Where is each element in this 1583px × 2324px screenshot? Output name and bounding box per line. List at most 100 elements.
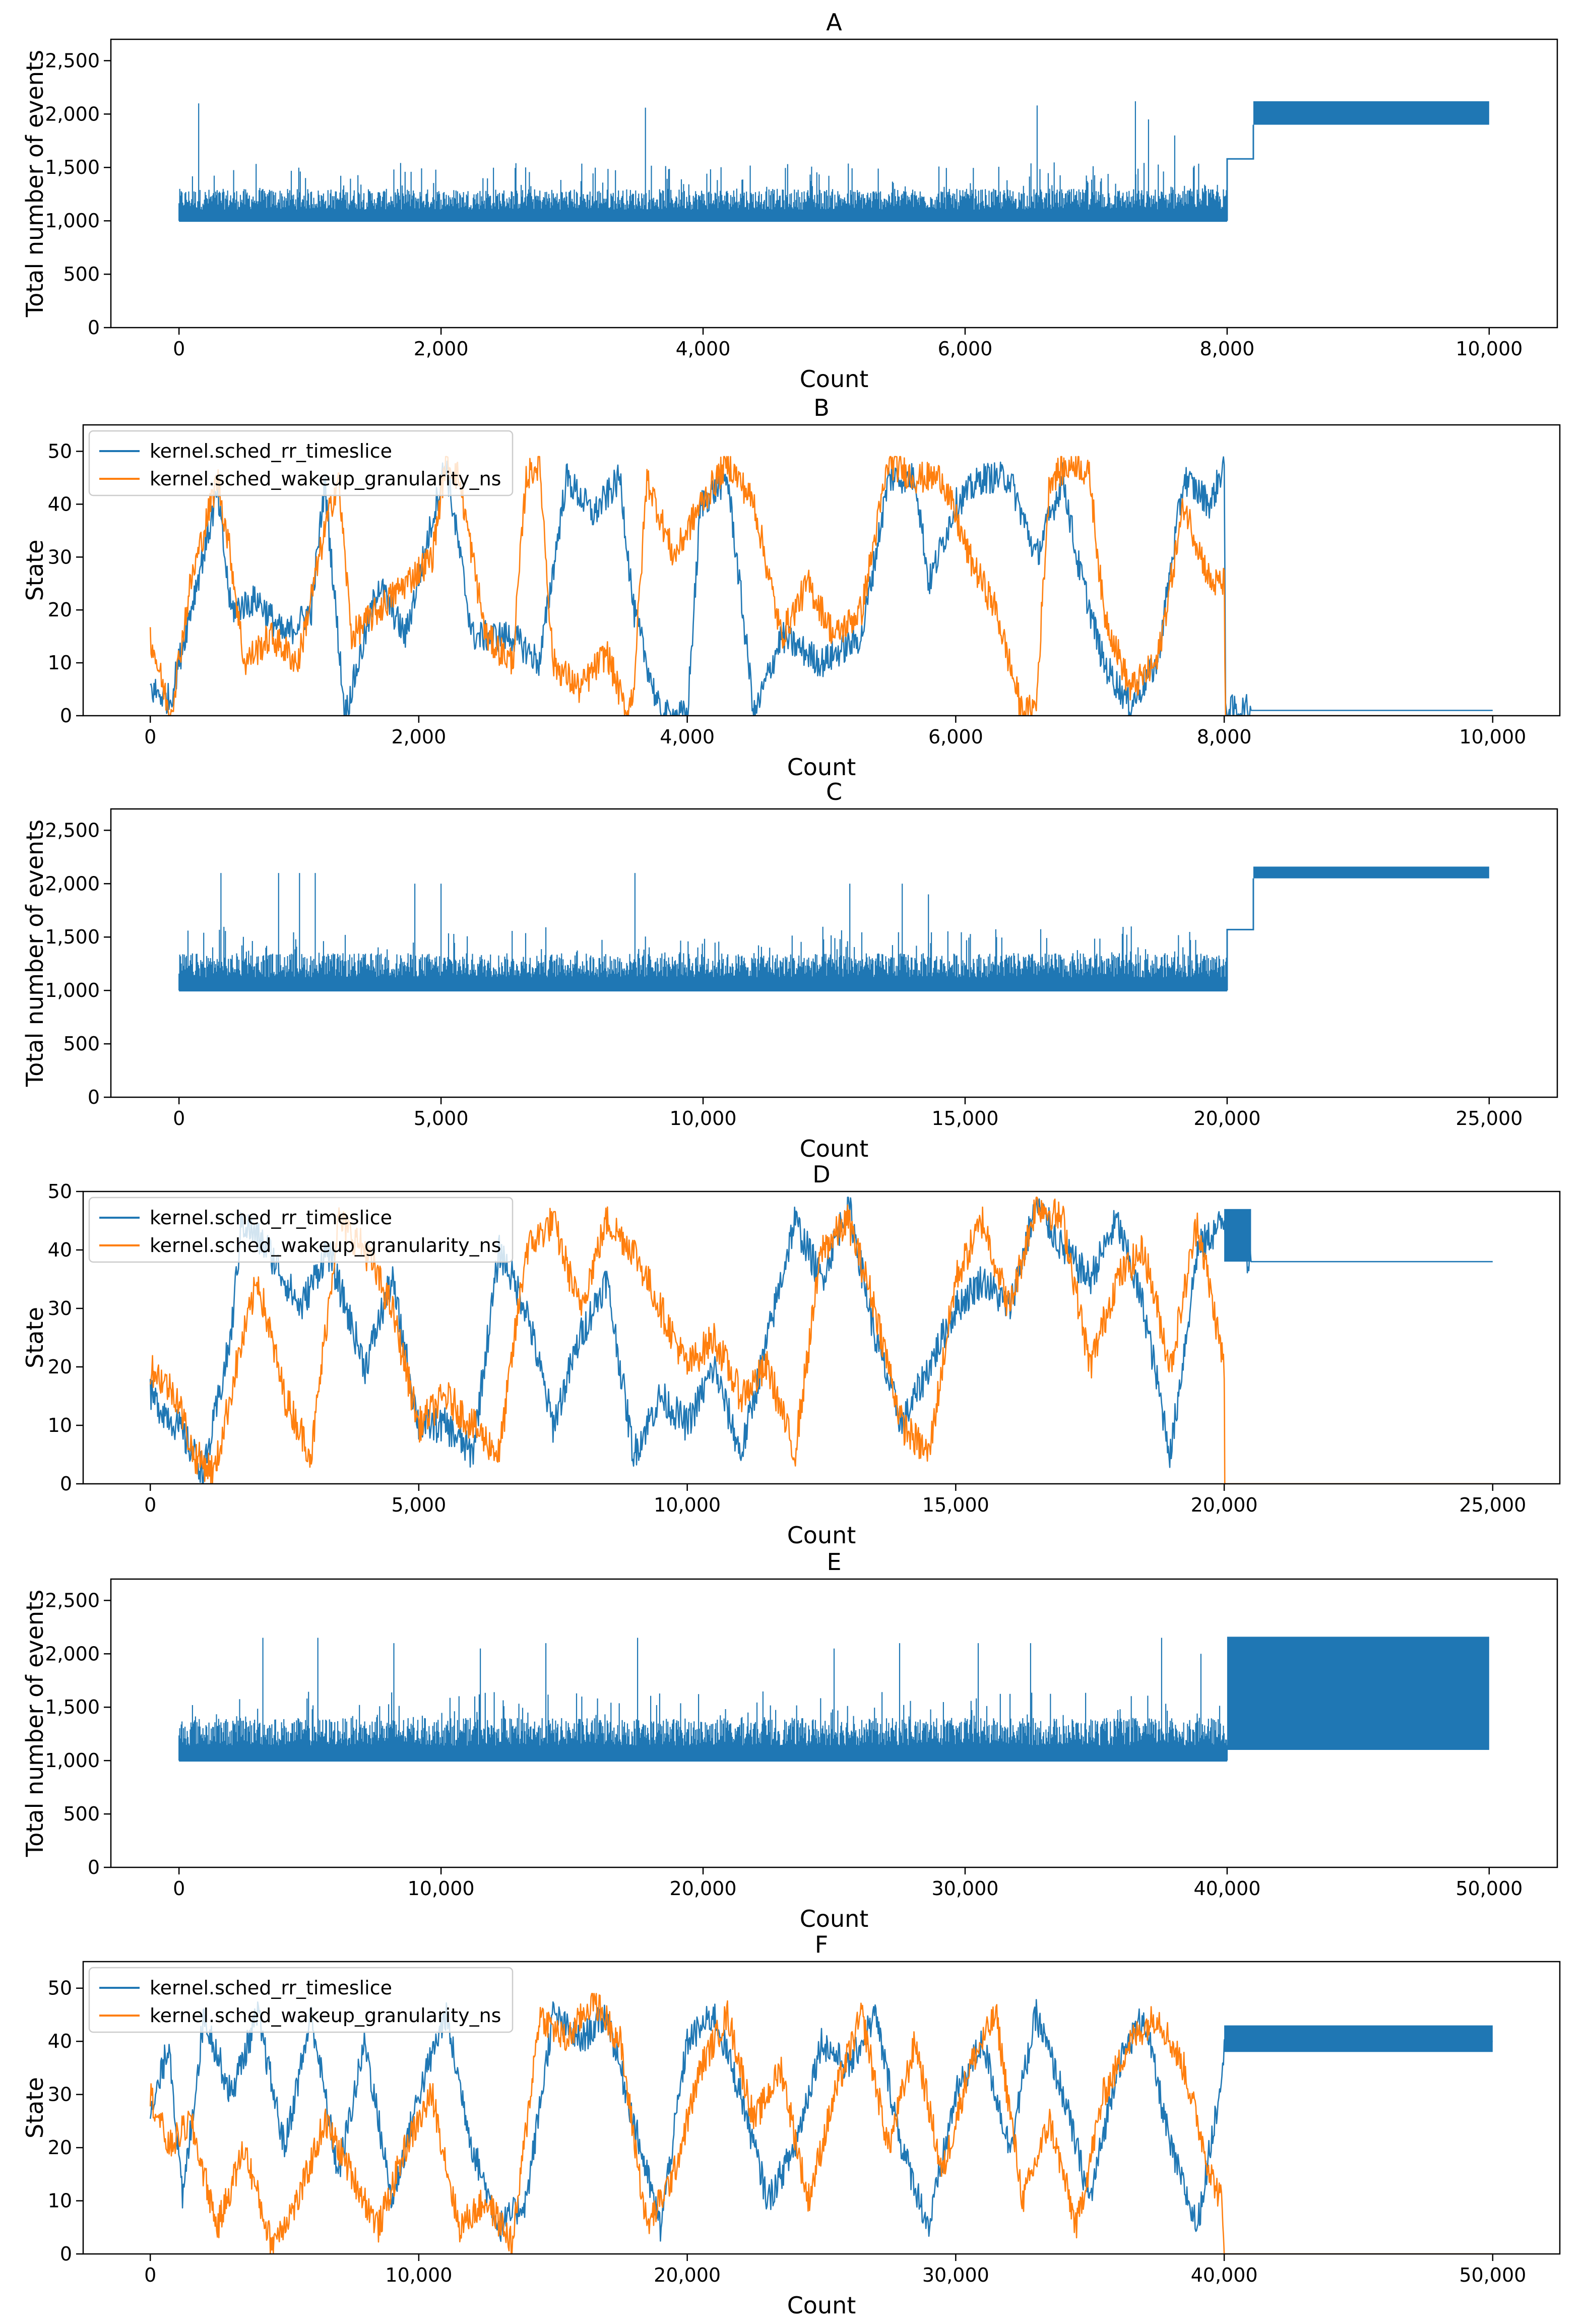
series-events-step <box>1226 878 1254 991</box>
x-axis-label: Count <box>787 2292 856 2319</box>
y-axis-label: State <box>21 2077 48 2139</box>
y-tick-label: 0 <box>60 2243 72 2265</box>
x-tick-label: 0 <box>144 2264 156 2286</box>
x-tick-label: 0 <box>173 338 185 360</box>
y-tick-label: 2,000 <box>45 1643 100 1665</box>
legend-frame <box>88 430 514 496</box>
y-tick-label: 40 <box>48 493 72 515</box>
panel-title: A <box>826 9 842 36</box>
panel-title: F <box>815 1931 828 1958</box>
x-tick-label: 15,000 <box>922 1494 989 1516</box>
y-tick-label: 2,500 <box>45 1589 100 1611</box>
x-tick-label: 6,000 <box>928 726 983 748</box>
plot-frame <box>82 1961 1561 2255</box>
plot-frame <box>110 1578 1558 1868</box>
plot-area <box>149 456 1493 716</box>
y-tick-label: 1,500 <box>45 926 100 948</box>
x-tick-label: 10,000 <box>385 2264 452 2286</box>
x-tick-label: 5,000 <box>392 1494 447 1516</box>
y-tick-label: 1,500 <box>45 1696 100 1718</box>
plot-area <box>178 866 1489 992</box>
y-tick-label: 10 <box>48 652 72 674</box>
plot-frame <box>82 424 1561 717</box>
y-tick-label: 500 <box>63 1803 100 1825</box>
x-tick-label: 25,000 <box>1459 1494 1526 1516</box>
x-tick-label: 30,000 <box>931 1877 998 1900</box>
y-tick-label: 2,000 <box>45 103 100 125</box>
x-tick-label: 40,000 <box>1191 2264 1258 2286</box>
legend-entry: kernel.sched_rr_timeslice <box>150 1977 392 1999</box>
x-tick-label: 20,000 <box>670 1877 737 1900</box>
plot-frame <box>110 808 1558 1098</box>
series-events-tail <box>1227 1637 1489 1750</box>
panel-title: D <box>812 1161 830 1188</box>
y-tick-label: 1,000 <box>45 1749 100 1772</box>
y-tick-label: 0 <box>88 317 100 339</box>
x-tick-label: 0 <box>173 1877 185 1900</box>
legend-frame <box>88 1197 514 1263</box>
panel-b: 0 2,000 4,000 6,000 8,000 10,000 0 10 20 30 40 50 B C… <box>21 394 1561 781</box>
x-tick-label: 4,000 <box>676 338 731 360</box>
legend-entry: kernel.sched_wakeup_granularity_ns <box>150 1234 501 1257</box>
x-tick-label: 5,000 <box>414 1107 469 1129</box>
series-events-band <box>178 101 1228 221</box>
x-tick-label: 20,000 <box>1191 1494 1258 1516</box>
series-events-band <box>178 873 1228 991</box>
y-tick-label: 500 <box>63 263 100 285</box>
series-rr-timeslice-tail <box>1224 2025 1493 2052</box>
y-tick-label: 40 <box>48 2030 72 2052</box>
x-axis-label: Count <box>800 1905 869 1932</box>
x-tick-label: 0 <box>173 1107 185 1129</box>
y-tick-label: 2,500 <box>45 819 100 841</box>
x-tick-label: 40,000 <box>1193 1877 1260 1900</box>
y-tick-label: 30 <box>48 2084 72 2106</box>
panel-e: 0 10,000 20,000 30,000 40,000 50,000 0 500 1,000… <box>21 1548 1558 1932</box>
x-axis-label: Count <box>787 753 856 781</box>
series-events-tail <box>1253 101 1489 125</box>
y-tick-label: 40 <box>48 1239 72 1261</box>
y-tick-label: 1,500 <box>45 156 100 178</box>
x-tick-label: 15,000 <box>931 1107 998 1129</box>
x-tick-label: 2,000 <box>392 726 447 748</box>
legend-entry: kernel.sched_rr_timeslice <box>150 440 392 462</box>
y-axis-label: Total number of events <box>21 820 48 1087</box>
y-tick-label: 1,000 <box>45 210 100 232</box>
x-tick-label: 10,000 <box>408 1877 475 1900</box>
panel-d: 0 5,000 10,000 15,000 20,000 25,000 0 10 20 30 40 5… <box>21 1161 1561 1549</box>
y-tick-label: 20 <box>48 2137 72 2159</box>
y-tick-label: 50 <box>48 1977 72 1999</box>
legend-entry: kernel.sched_wakeup_granularity_ns <box>150 468 501 490</box>
x-tick-label: 10,000 <box>670 1107 737 1129</box>
x-tick-label: 6,000 <box>938 338 993 360</box>
plot-area <box>149 1993 1493 2254</box>
panel-c: 0 5,000 10,000 15,000 20,000 25,000 0 500 1,000 1… <box>21 778 1558 1162</box>
x-tick-label: 0 <box>144 726 156 748</box>
y-tick-label: 10 <box>48 2190 72 2212</box>
y-axis-label: Total number of events <box>21 50 48 318</box>
x-tick-label: 20,000 <box>1193 1107 1260 1129</box>
y-tick-label: 30 <box>48 1297 72 1320</box>
x-tick-label: 50,000 <box>1455 1877 1523 1900</box>
plot-area <box>178 101 1489 222</box>
y-tick-label: 50 <box>48 440 72 462</box>
series-rr-timeslice-tail <box>1224 1209 1251 1262</box>
series-events-band <box>178 1638 1228 1761</box>
y-tick-label: 50 <box>48 1180 72 1203</box>
x-tick-label: 8,000 <box>1197 726 1252 748</box>
legend-entry: kernel.sched_rr_timeslice <box>150 1207 392 1229</box>
series-wakeup-granularity <box>149 1993 1493 2254</box>
series-rr-timeslice <box>149 1999 1493 2242</box>
series-wakeup-granularity <box>149 1197 1493 1484</box>
y-tick-label: 20 <box>48 599 72 621</box>
plot-frame <box>110 38 1558 329</box>
x-axis-label: Count <box>800 1135 869 1162</box>
series-events-step <box>1226 124 1254 221</box>
x-tick-label: 2,000 <box>414 338 469 360</box>
y-tick-label: 0 <box>88 1086 100 1108</box>
y-axis-label: State <box>21 540 48 601</box>
y-axis-label: Total number of events <box>21 1590 48 1857</box>
panel-title: B <box>813 394 830 421</box>
panel-f: 0 10,000 20,000 30,000 40,000 50,000 0 10 20 30 40… <box>21 1931 1561 2319</box>
